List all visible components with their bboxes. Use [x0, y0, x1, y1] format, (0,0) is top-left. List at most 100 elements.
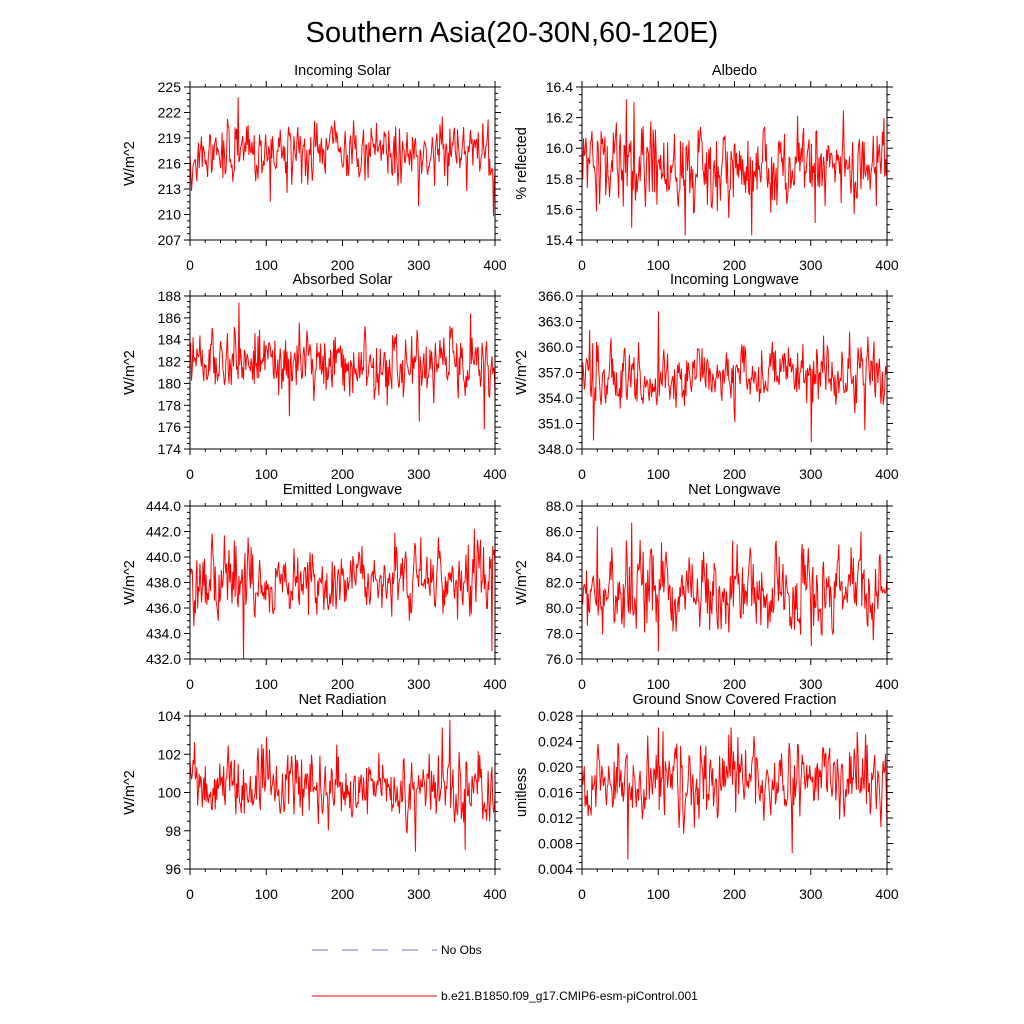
y-tick-label: 213 [158, 181, 182, 197]
x-tick-label: 0 [186, 886, 194, 902]
y-tick-label: 0.012 [538, 810, 573, 826]
y-tick-label: 440.0 [146, 549, 181, 565]
x-tick-label: 100 [255, 676, 279, 692]
x-tick-label: 100 [255, 257, 279, 273]
y-tick-label: 219 [158, 130, 182, 146]
y-tick-label: 82.0 [546, 575, 573, 591]
series-line [189, 97, 496, 217]
x-tick-label: 400 [483, 886, 507, 902]
y-tick-label: 354.0 [538, 390, 573, 406]
y-tick-label: 222 [158, 105, 182, 121]
panel-title: Albedo [712, 63, 757, 79]
y-tick-label: 438.0 [146, 575, 181, 591]
x-tick-label: 0 [186, 466, 194, 482]
y-axis-label: W/m^2 [122, 141, 138, 186]
series-line [581, 99, 888, 236]
panel-title: Incoming Longwave [670, 272, 799, 288]
y-axis-label: W/m^2 [514, 350, 530, 395]
series-line [581, 311, 888, 443]
x-tick-label: 300 [407, 676, 431, 692]
y-tick-label: 186 [158, 310, 182, 326]
x-tick-label: 100 [647, 466, 671, 482]
y-tick-label: 0.020 [538, 759, 573, 775]
x-tick-label: 200 [723, 466, 747, 482]
x-tick-label: 0 [186, 676, 194, 692]
panels: Incoming Solar W/m^2 207 210 213 216 219 222 225… [122, 63, 899, 902]
series-line [189, 528, 496, 660]
y-tick-label: 442.0 [146, 524, 181, 540]
legend-no-obs-label: No Obs [441, 943, 482, 957]
y-tick-label: 15.6 [546, 201, 573, 217]
y-tick-label: 98 [165, 823, 181, 839]
y-tick-label: 432.0 [146, 651, 181, 667]
y-tick-label: 15.8 [546, 171, 573, 187]
y-axis-label: W/m^2 [122, 770, 138, 815]
figure-title: Southern Asia(20-30N,60-120E) [306, 17, 719, 49]
panel-2: Absorbed Solar W/m^2 174 176 178 180 182 184 186… [122, 272, 507, 482]
y-tick-label: 16.4 [546, 79, 573, 95]
panel-title: Incoming Solar [294, 63, 391, 79]
x-tick-label: 0 [578, 466, 586, 482]
y-tick-label: 80.0 [546, 600, 573, 616]
y-tick-label: 76.0 [546, 651, 573, 667]
y-tick-label: 78.0 [546, 626, 573, 642]
y-tick-label: 178 [158, 397, 182, 413]
x-tick-label: 400 [483, 676, 507, 692]
y-tick-label: 436.0 [146, 600, 181, 616]
panel-4: Emitted Longwave W/m^2 432.0 434.0 436.0 438.… [122, 482, 507, 692]
y-tick-label: 0.008 [538, 836, 573, 852]
legend: No Obs b.e21.B1850.f09_g17.CMIP6-esm-piC… [312, 943, 698, 1003]
x-tick-label: 200 [331, 257, 355, 273]
y-tick-label: 16.2 [546, 110, 573, 126]
x-tick-label: 100 [255, 466, 279, 482]
x-tick-label: 300 [799, 886, 823, 902]
panel-title: Ground Snow Covered Fraction [633, 692, 837, 708]
y-tick-label: 363.0 [538, 314, 573, 330]
y-tick-label: 86.0 [546, 524, 573, 540]
y-tick-label: 96 [165, 861, 181, 877]
y-tick-label: 0.004 [538, 861, 573, 877]
y-tick-label: 225 [158, 79, 182, 95]
x-tick-label: 300 [407, 466, 431, 482]
y-tick-label: 102 [158, 746, 182, 762]
series-line [189, 302, 496, 430]
x-tick-label: 300 [407, 886, 431, 902]
x-tick-label: 0 [578, 257, 586, 273]
x-tick-label: 100 [255, 886, 279, 902]
x-tick-label: 300 [799, 257, 823, 273]
panel-6: Net Radiation W/m^2 96 98 100 102 104 0 100 200 30… [122, 692, 507, 902]
x-tick-label: 200 [331, 676, 355, 692]
y-axis-label: % reflected [514, 127, 530, 200]
x-tick-label: 0 [578, 886, 586, 902]
x-tick-label: 100 [647, 257, 671, 273]
y-tick-label: 210 [158, 207, 182, 223]
y-tick-label: 176 [158, 419, 182, 435]
panel-title: Net Longwave [688, 482, 781, 498]
x-tick-label: 200 [723, 676, 747, 692]
panel-5: Net Longwave W/m^2 76.0 78.0 80.0 82.0 84.0 86.… [514, 482, 899, 692]
y-axis-label: W/m^2 [514, 560, 530, 605]
y-tick-label: 444.0 [146, 498, 181, 514]
x-tick-label: 0 [578, 676, 586, 692]
y-tick-label: 182 [158, 354, 182, 370]
x-tick-label: 400 [483, 257, 507, 273]
x-tick-label: 200 [331, 886, 355, 902]
y-tick-label: 434.0 [146, 626, 181, 642]
panel-title: Absorbed Solar [293, 272, 393, 288]
x-tick-label: 200 [723, 257, 747, 273]
y-tick-label: 216 [158, 156, 182, 172]
x-tick-label: 0 [186, 257, 194, 273]
y-tick-label: 100 [158, 785, 182, 801]
x-tick-label: 400 [875, 257, 899, 273]
y-tick-label: 0.016 [538, 785, 573, 801]
x-tick-label: 100 [647, 676, 671, 692]
y-tick-label: 348.0 [538, 441, 573, 457]
x-tick-label: 300 [799, 466, 823, 482]
y-tick-label: 351.0 [538, 416, 573, 432]
y-tick-label: 188 [158, 288, 182, 304]
x-tick-label: 400 [483, 466, 507, 482]
y-tick-label: 0.024 [538, 734, 573, 750]
x-tick-label: 200 [723, 886, 747, 902]
panel-title: Emitted Longwave [283, 482, 402, 498]
